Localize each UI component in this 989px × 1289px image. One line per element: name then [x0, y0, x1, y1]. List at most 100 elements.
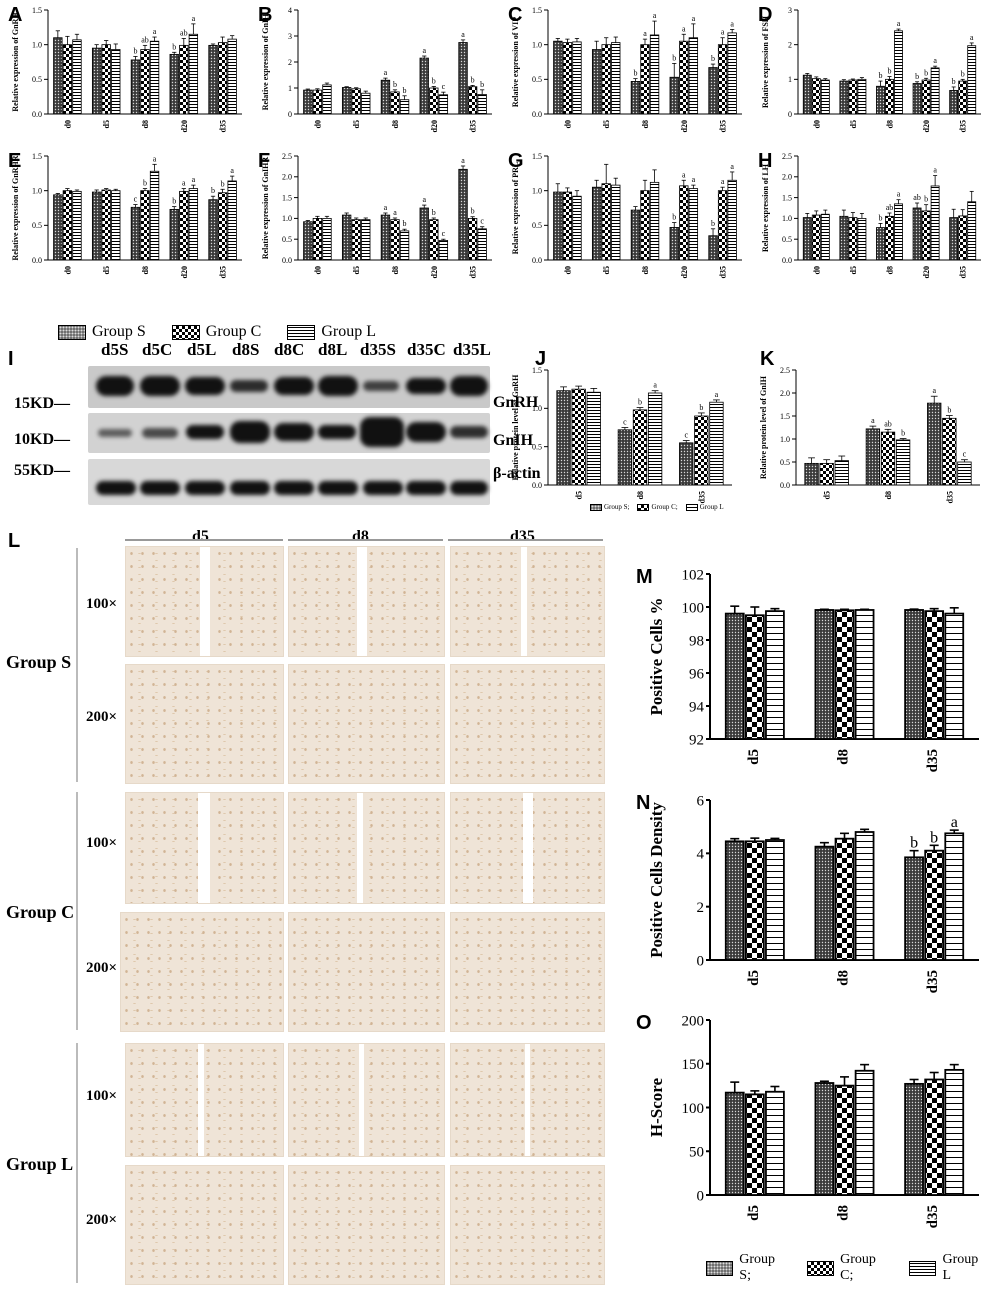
significance-label: a — [933, 56, 937, 65]
significance-label: a — [715, 390, 719, 399]
bar — [669, 227, 679, 261]
x-tick-label: d0 — [313, 266, 322, 274]
significance-label: a — [692, 175, 696, 184]
bar — [361, 92, 371, 115]
significance-label: a — [721, 28, 725, 37]
bar — [351, 88, 361, 115]
panel-label-o: O — [636, 1012, 652, 1034]
x-tick-label: d35 — [719, 266, 728, 278]
x-tick-label: d20 — [922, 266, 931, 278]
bar — [640, 44, 650, 115]
significance-label: b — [480, 80, 484, 89]
significance-label: b — [672, 53, 676, 62]
legend-label: Group L — [699, 503, 724, 511]
y-tick-label: 0.5 — [32, 221, 42, 230]
bar — [399, 99, 410, 115]
x-tick-label: d5 — [352, 266, 361, 274]
x-tick-label: d35 — [945, 491, 954, 503]
bar — [361, 219, 371, 261]
bar — [811, 78, 821, 115]
lane-label: d35S — [360, 340, 396, 359]
bar — [880, 431, 896, 486]
y-tick-label: 0.0 — [282, 256, 292, 265]
bar — [765, 839, 785, 961]
kd-text: 55KD — [14, 462, 54, 479]
bar — [708, 67, 718, 115]
chart-gnrhr-expression: 0.0 0.5 1.0 1.5 Relative expression of GnRHR… — [11, 152, 242, 278]
significance-label: ab — [141, 35, 149, 44]
swatch-group-c — [806, 1260, 835, 1276]
y-tick-label: 2 — [697, 900, 705, 916]
legend-top: Group S Group C Group L — [58, 323, 394, 341]
x-tick-label: d0 — [563, 120, 572, 128]
legend-label: Group S; — [739, 1252, 776, 1283]
bar — [429, 87, 439, 115]
chart-gnrh-protein: 0.0 0.5 1.0 1.5 Relative protein level of Gn… — [511, 366, 732, 503]
x-tick-label: d35 — [925, 970, 941, 993]
y-tick-label: 0 — [288, 110, 292, 119]
bar — [91, 191, 102, 261]
significance-label: b — [888, 67, 892, 76]
significance-label: a — [897, 190, 901, 199]
y-axis-label: Relative expression of GnRHR — [11, 155, 20, 260]
x-tick-label: d8 — [836, 970, 852, 986]
panel-label-d: D — [758, 4, 773, 26]
protein-label-actin: β-actin — [493, 465, 541, 482]
bar — [727, 32, 737, 115]
significance-label: b — [672, 213, 676, 222]
significance-label: b — [133, 46, 137, 55]
kd-text: 15KD — [14, 395, 54, 412]
significance-label: b — [432, 76, 436, 85]
x-tick-label: d8 — [884, 491, 893, 499]
significance-label: a — [951, 814, 958, 831]
legend-small: Group S; Group C; Group L — [590, 503, 730, 511]
bar — [341, 87, 352, 115]
x-tick-label: d5 — [849, 120, 858, 128]
y-tick-label: 0.5 — [532, 75, 542, 84]
significance-label: a — [692, 14, 696, 23]
bar — [617, 429, 633, 486]
protein-label-gnih: GnIH — [493, 432, 534, 449]
x-tick-label: d5 — [102, 120, 111, 128]
x-tick-label: d8 — [141, 266, 150, 274]
bar — [62, 190, 73, 261]
bar — [930, 67, 940, 115]
bar — [140, 190, 150, 261]
y-tick-label: 2.5 — [782, 152, 792, 161]
y-tick-label: 100 — [682, 600, 705, 616]
bar — [72, 190, 82, 261]
y-tick-label: 1.5 — [532, 6, 542, 15]
y-tick-label: 0.0 — [780, 481, 790, 490]
x-tick-label: d20 — [680, 120, 689, 132]
legend-item-group-s: Group S — [58, 323, 146, 341]
swatch-group-s — [590, 503, 602, 511]
bar — [967, 45, 977, 115]
blot-row-actin — [88, 459, 490, 505]
bar — [765, 1090, 785, 1196]
bar — [949, 217, 959, 261]
ihc-image — [125, 1043, 284, 1157]
significance-label: a — [643, 29, 647, 38]
x-tick-label: d0 — [313, 120, 322, 128]
x-tick-label: d8 — [391, 266, 400, 274]
bar — [912, 83, 922, 115]
panel-label-m: M — [636, 566, 653, 588]
y-tick-label: 0.5 — [532, 442, 542, 451]
bar — [149, 40, 160, 115]
bar — [708, 235, 718, 261]
bar — [601, 183, 611, 261]
bar — [429, 219, 439, 261]
x-tick-label: d20 — [430, 120, 439, 132]
significance-label: a — [871, 416, 875, 425]
bar — [399, 230, 410, 261]
bar — [572, 41, 582, 115]
significance-label: b — [961, 69, 965, 78]
bar — [322, 218, 332, 261]
bar — [834, 837, 855, 961]
bar — [957, 461, 972, 486]
significance-label: a — [393, 208, 397, 217]
legend-item-group-c: Group C; — [806, 1252, 891, 1284]
significance-label: a — [461, 156, 465, 165]
x-tick-label: d35 — [469, 266, 478, 278]
